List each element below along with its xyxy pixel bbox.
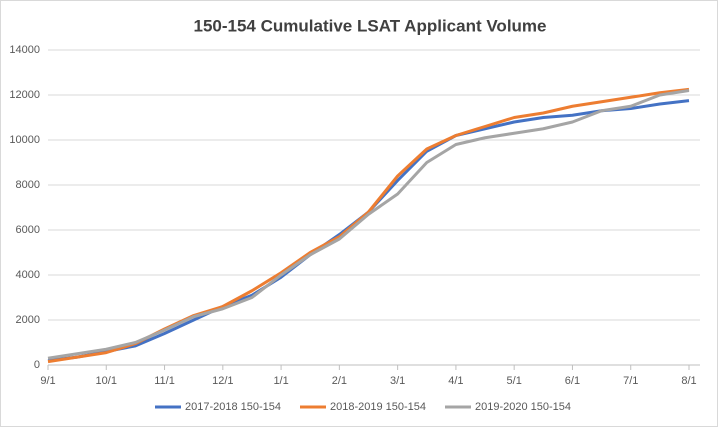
y-tick-label: 4000 — [16, 269, 40, 281]
y-tick-label: 6000 — [16, 224, 40, 236]
x-tick-label: 12/1 — [212, 375, 233, 387]
y-tick-label: 0 — [34, 359, 40, 371]
x-tick-label: 3/1 — [390, 375, 405, 387]
x-tick-label: 8/1 — [681, 375, 696, 387]
chart-title: 150-154 Cumulative LSAT Applicant Volume — [194, 16, 547, 35]
legend-label: 2019-2020 150-154 — [475, 401, 571, 413]
x-tick-label: 6/1 — [565, 375, 580, 387]
x-tick-label: 7/1 — [623, 375, 638, 387]
x-tick-label: 1/1 — [273, 375, 288, 387]
x-tick-label: 10/1 — [96, 375, 117, 387]
x-tick-label: 4/1 — [448, 375, 463, 387]
y-tick-label: 14000 — [9, 44, 40, 56]
x-tick-label: 5/1 — [507, 375, 522, 387]
x-tick-label: 11/1 — [154, 375, 175, 387]
legend-label: 2017-2018 150-154 — [185, 401, 281, 413]
y-tick-label: 2000 — [16, 314, 40, 326]
y-tick-label: 8000 — [16, 179, 40, 191]
x-tick-label: 2/1 — [332, 375, 347, 387]
series-line — [47, 89, 690, 360]
x-tick-label: 9/1 — [40, 375, 55, 387]
legend-label: 2018-2019 150-154 — [330, 401, 426, 413]
y-tick-label: 12000 — [9, 89, 40, 101]
y-tick-label: 10000 — [9, 134, 40, 146]
